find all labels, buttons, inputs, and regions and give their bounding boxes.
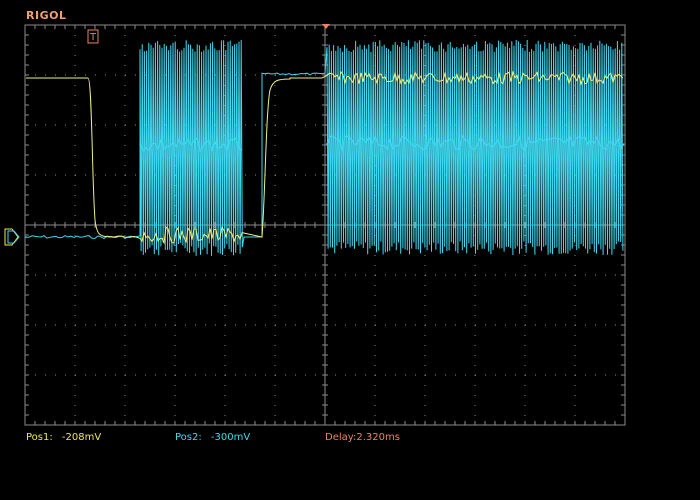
delay-label: Delay: [325,432,357,443]
channel-ground-marker[interactable] [4,228,20,246]
delay-value: 2.320ms [356,432,400,443]
pos2-value: -300mV [210,432,251,443]
pos1-value: -208mV [61,432,102,443]
pos2-readout: Pos2: -300mV [175,432,250,443]
channel-1-trace [26,70,624,245]
svg-text:T: T [89,32,97,43]
brand-logo: RIGOL [26,9,67,22]
trigger-delay-marker [322,24,330,29]
delay-readout: Delay:2.320ms [325,432,400,443]
trigger-position-marker[interactable]: T [87,29,99,44]
channel-2-trace [25,39,625,256]
pos2-label: Pos2: [175,432,202,443]
pos1-readout: Pos1: -208mV [26,432,101,443]
pos1-label: Pos1: [26,432,53,443]
